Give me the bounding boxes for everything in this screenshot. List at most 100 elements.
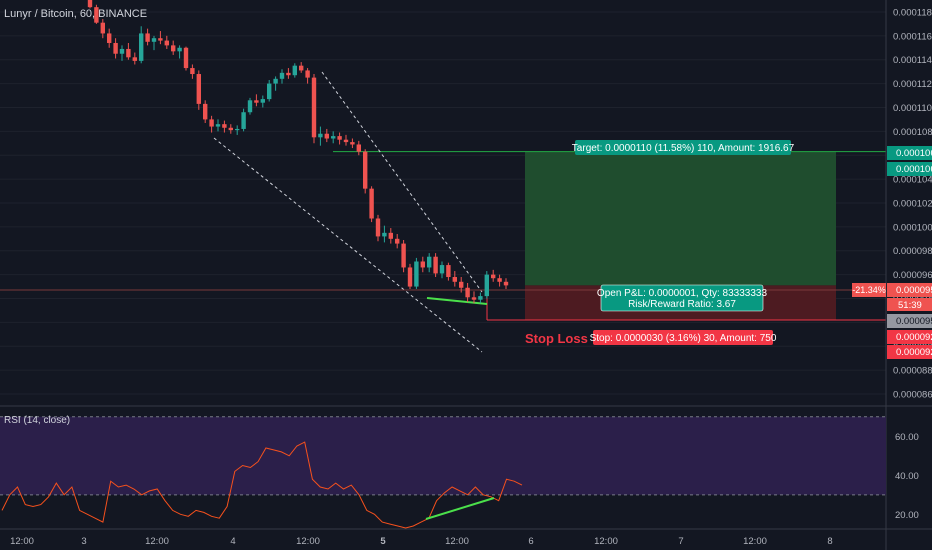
candle xyxy=(465,282,470,303)
candle xyxy=(331,131,336,144)
candle-body xyxy=(452,277,457,282)
time-tick-label: 12:00 xyxy=(145,536,169,547)
time-tick-label: 12:00 xyxy=(10,536,34,547)
symbol-title: Lunyr / Bitcoin, 60, BINANCE xyxy=(4,8,147,20)
candle-body xyxy=(337,136,342,140)
candle xyxy=(491,269,496,282)
candle xyxy=(273,76,278,91)
candle-body xyxy=(177,47,182,52)
time-tick-label: 5 xyxy=(380,536,386,547)
candle-body xyxy=(215,124,221,127)
candle xyxy=(337,132,342,145)
target-price-tag-box xyxy=(887,146,932,160)
candle xyxy=(311,74,317,144)
candle xyxy=(363,149,368,194)
candle-body xyxy=(228,127,233,131)
candle-body xyxy=(190,68,195,75)
rsi-title: RSI (14, close) xyxy=(4,415,70,426)
stop-price-tag-box xyxy=(887,330,932,344)
candle xyxy=(139,26,144,64)
candle-body xyxy=(395,238,400,244)
candle-body xyxy=(356,144,361,152)
pnl-label-box[interactable] xyxy=(600,284,764,312)
candle-body xyxy=(465,287,470,298)
candle-body xyxy=(107,33,112,43)
candle-body xyxy=(433,256,438,274)
candle xyxy=(292,63,297,78)
candle-body xyxy=(235,128,240,131)
time-tick-label: 12:00 xyxy=(445,536,469,547)
candle xyxy=(87,0,93,9)
stop-label-box[interactable] xyxy=(593,330,773,345)
candle xyxy=(177,45,182,59)
candle-body xyxy=(305,70,310,78)
candle-body xyxy=(382,232,387,237)
candle xyxy=(420,256,425,273)
candle-body xyxy=(420,261,425,268)
candle-body xyxy=(478,296,483,300)
candle-body xyxy=(260,99,265,103)
candle xyxy=(324,128,329,143)
pnl-label: Open P&L: 0.0000001, Qty: 83333333 xyxy=(597,288,768,299)
candle-body xyxy=(113,42,118,54)
candle xyxy=(286,68,291,79)
candle-body xyxy=(151,38,157,42)
last-price-tag-box xyxy=(887,283,932,297)
candle-body xyxy=(267,83,272,100)
time-tick-label: 3 xyxy=(81,536,86,547)
candle xyxy=(452,271,457,287)
candle xyxy=(484,271,489,299)
candle xyxy=(414,257,419,289)
time-axis[interactable]: 12:00 3 12:00 4 12:00 5 12:00 6 12:00 7 12:00 8 xyxy=(10,536,833,547)
countdown-tag-box xyxy=(887,298,932,311)
candle-body xyxy=(171,45,176,52)
candle xyxy=(254,94,259,107)
candle-body xyxy=(388,232,393,239)
time-tick-label: 12:00 xyxy=(743,536,767,547)
candle-body xyxy=(324,133,329,139)
rsi-pane[interactable]: 60.00 40.00 20.00 xyxy=(0,416,919,529)
candle-body xyxy=(497,278,502,282)
candle xyxy=(503,278,509,289)
target-label-box[interactable] xyxy=(575,140,791,155)
price-divergence-line[interactable] xyxy=(426,297,488,305)
candle xyxy=(171,40,176,55)
candle-body xyxy=(446,265,451,278)
candle xyxy=(299,62,304,73)
candle xyxy=(190,64,195,79)
candle-body xyxy=(407,267,413,287)
time-tick-label: 6 xyxy=(528,536,533,547)
candlesticks xyxy=(87,0,509,304)
candle-body xyxy=(273,78,278,84)
candle-body xyxy=(209,119,214,127)
candle-body xyxy=(196,74,201,104)
target-zone[interactable] xyxy=(525,151,836,286)
candle xyxy=(459,277,464,293)
candle-body xyxy=(132,57,137,61)
candle-body xyxy=(279,72,285,79)
candle-body xyxy=(158,38,163,41)
candle xyxy=(401,240,406,273)
candle xyxy=(235,125,240,135)
rsi-divergence-line[interactable] xyxy=(425,497,495,520)
candle-body xyxy=(164,40,169,46)
candle xyxy=(228,124,233,134)
candle xyxy=(119,45,125,61)
stop-label: Stop: 0.0000030 (3.16%) 30, Amount: 750 xyxy=(590,333,777,344)
candle xyxy=(113,38,118,59)
candle xyxy=(433,253,438,278)
entry-price-tag: 0.0000950 xyxy=(896,316,932,327)
entry-price-tag-box xyxy=(887,314,932,328)
candle xyxy=(107,28,112,48)
candle xyxy=(158,31,163,45)
candle-body xyxy=(126,48,131,58)
